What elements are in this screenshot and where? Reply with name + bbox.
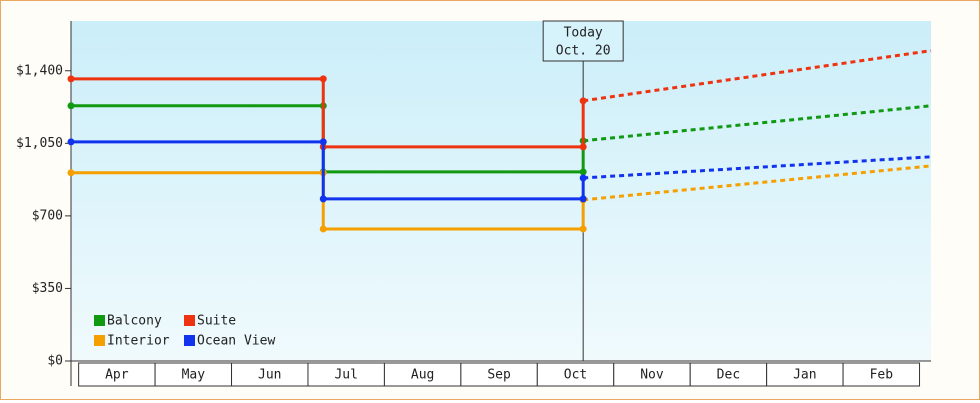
- projected-line: [582, 49, 932, 103]
- price-point: [67, 169, 75, 177]
- today-label: Oct. 20: [556, 44, 611, 59]
- price-point: [319, 225, 327, 233]
- price-point: [67, 102, 75, 110]
- y-tick-label: $1,050: [16, 136, 63, 151]
- price-point: [67, 138, 75, 146]
- x-tick-label: Jan: [793, 368, 816, 383]
- x-tick-label: Feb: [870, 368, 894, 383]
- legend-swatch: [94, 335, 105, 346]
- legend-swatch: [94, 315, 105, 326]
- y-tick-label: $0: [47, 354, 63, 369]
- price-point: [67, 75, 75, 83]
- projected-line: [583, 104, 932, 143]
- projected-line: [583, 164, 932, 202]
- legend-label: Balcony: [107, 314, 162, 329]
- legend-label: Interior: [107, 334, 170, 349]
- x-tick-label: Sep: [487, 368, 511, 383]
- y-tick-label: $350: [32, 281, 63, 296]
- x-tick-label: Apr: [105, 368, 129, 383]
- legend-swatch: [184, 335, 195, 346]
- legend-label: Suite: [197, 314, 236, 329]
- legend-label: Ocean View: [197, 334, 275, 349]
- price-point: [579, 168, 587, 176]
- x-tick-label: Jul: [334, 368, 357, 383]
- x-tick-label: Dec: [717, 368, 740, 383]
- legend-swatch: [184, 315, 195, 326]
- x-tick-label: Jun: [258, 368, 281, 383]
- y-tick-label: $1,400: [16, 63, 63, 78]
- x-tick-label: Oct: [564, 368, 587, 383]
- x-tick-label: Nov: [640, 368, 664, 383]
- price-point: [579, 195, 587, 203]
- price-point: [579, 97, 587, 105]
- price-point: [319, 138, 327, 146]
- price-point: [579, 143, 587, 151]
- projected-line: [583, 155, 932, 180]
- price-point: [579, 225, 587, 233]
- today-label: Today: [564, 26, 603, 41]
- price-point: [319, 195, 327, 203]
- x-tick-label: May: [182, 368, 206, 383]
- today-box: [542, 20, 624, 62]
- plot-area: [71, 21, 931, 361]
- y-tick-label: $700: [32, 208, 63, 223]
- x-tick-cell: [842, 362, 921, 387]
- x-tick-label: Aug: [411, 368, 434, 383]
- price-point: [319, 75, 327, 83]
- price-point: [579, 174, 587, 182]
